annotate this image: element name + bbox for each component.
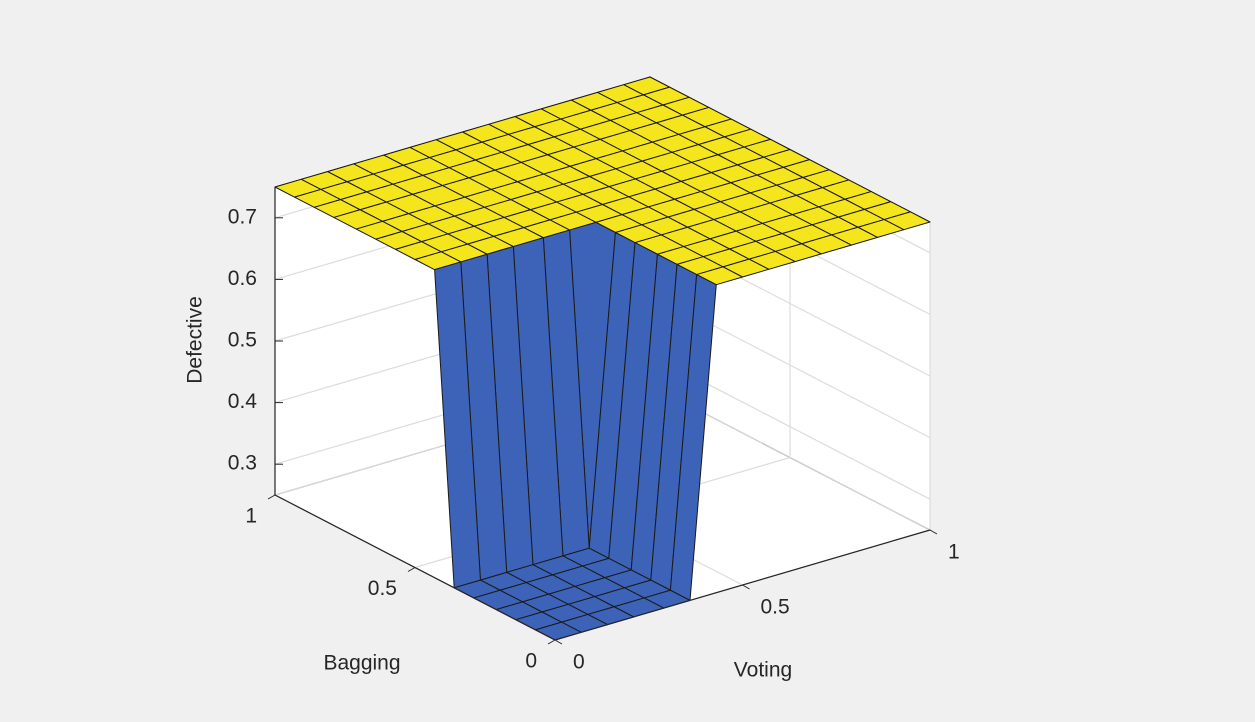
y-tick <box>547 639 556 645</box>
y-tick-label: 0.5 <box>368 577 397 600</box>
x-tick-label: 0 <box>573 651 585 674</box>
ticks: 0.3 0.4 0.5 0.6 0.7 0 0.5 1 0 0.5 1 <box>228 187 960 674</box>
x-tick <box>929 529 938 535</box>
z-tick-label: 0.6 <box>228 267 257 290</box>
axis-line <box>274 494 556 641</box>
y-axis-label: Bagging <box>323 652 400 675</box>
y-tick-label: 0 <box>525 650 537 673</box>
x-axis-label: Voting <box>734 659 792 682</box>
x-tick-label: 0.5 <box>761 596 790 619</box>
surface <box>274 76 931 641</box>
y-tick-label: 1 <box>245 505 257 528</box>
axis-line <box>554 529 931 641</box>
y-tick <box>407 567 416 572</box>
z-tick-label: 0.7 <box>228 205 257 228</box>
x-tick <box>554 639 563 645</box>
y-tick <box>267 494 276 500</box>
z-tick-label: 0.5 <box>228 329 257 352</box>
x-tick <box>742 584 750 590</box>
z-axis-label: Defective <box>184 296 207 384</box>
z-tick-label: 0.4 <box>228 390 258 413</box>
z-tick-label: 0.3 <box>228 452 257 475</box>
x-tick-label: 1 <box>948 541 960 564</box>
